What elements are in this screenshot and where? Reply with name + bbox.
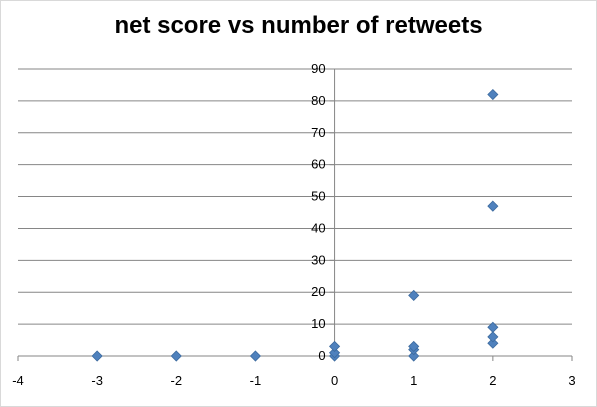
y-tick-label: 0 xyxy=(318,348,325,363)
x-axis-ticks: -4 -3 -2 -1 0 1 2 3 xyxy=(12,356,576,388)
x-tick-label: -4 xyxy=(12,373,24,388)
y-tick-label: 10 xyxy=(311,316,325,331)
data-point xyxy=(487,321,499,333)
data-point xyxy=(249,350,261,362)
data-point xyxy=(329,347,341,359)
y-tick-label: 40 xyxy=(311,220,325,235)
axes xyxy=(18,69,572,357)
data-point xyxy=(408,350,420,362)
data-point xyxy=(408,340,420,352)
data-point xyxy=(170,350,182,362)
y-tick-label: 80 xyxy=(311,93,325,108)
y-tick-label: 50 xyxy=(311,189,325,204)
x-tick-label: 1 xyxy=(410,373,417,388)
x-tick-label: 2 xyxy=(489,373,496,388)
y-tick-label: 30 xyxy=(311,252,325,267)
data-point xyxy=(408,289,420,301)
data-point xyxy=(91,350,103,362)
data-point xyxy=(487,88,499,101)
y-tick-label: 70 xyxy=(311,125,325,140)
y-axis-ticks: 0 10 20 30 40 50 60 70 80 90 xyxy=(311,61,335,363)
x-tick-label: -2 xyxy=(171,373,183,388)
x-tick-label: -1 xyxy=(250,373,262,388)
gridlines xyxy=(18,68,572,325)
x-tick-label: 0 xyxy=(331,373,338,388)
data-point xyxy=(329,340,341,352)
data-points xyxy=(91,88,499,362)
x-tick-label: -3 xyxy=(91,373,103,388)
data-point xyxy=(487,331,499,343)
chart-title: net score vs number of retweets xyxy=(114,12,483,39)
y-tick-label: 20 xyxy=(311,284,325,299)
data-point xyxy=(487,337,499,349)
y-tick-label: 90 xyxy=(311,61,325,76)
x-tick-label: 3 xyxy=(568,373,575,388)
data-point xyxy=(487,200,499,212)
y-tick-label: 60 xyxy=(311,157,325,172)
